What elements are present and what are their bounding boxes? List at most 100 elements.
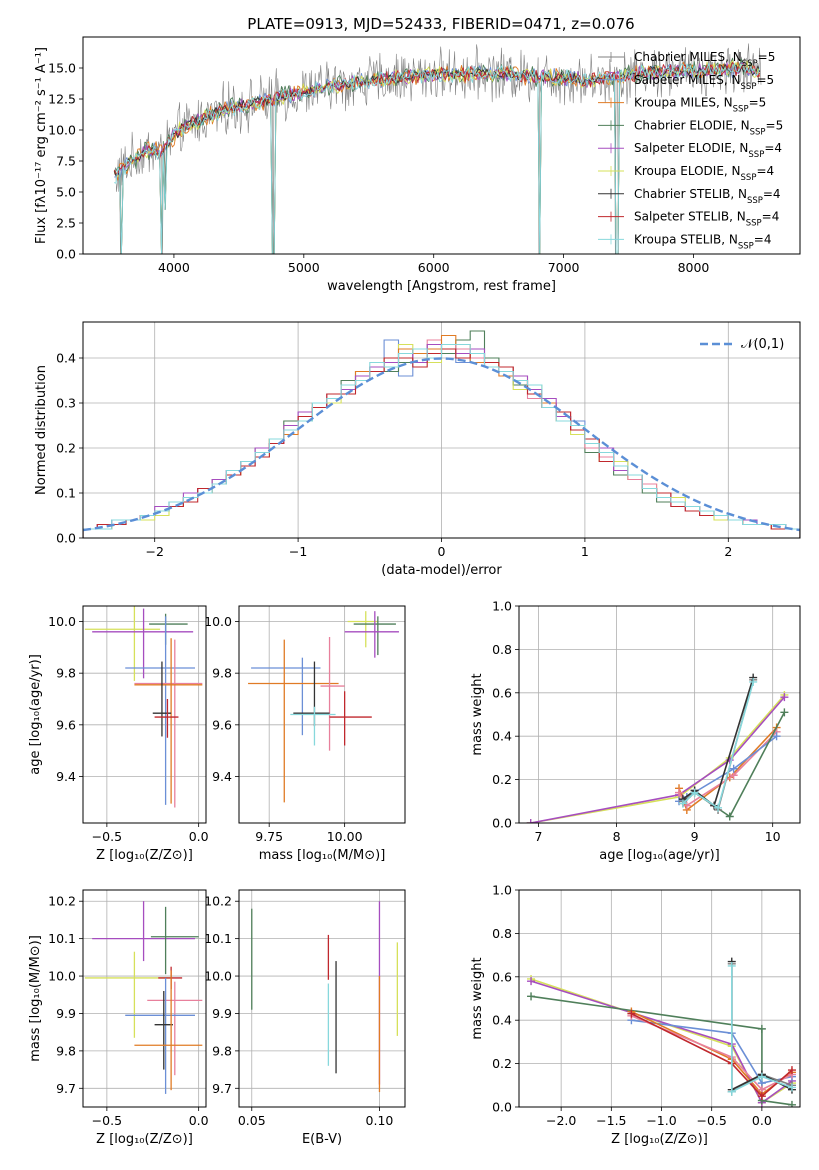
- x-tick-label: −1: [289, 544, 307, 559]
- y-tick-label: 10.0: [204, 614, 232, 629]
- y-tick-label: 0.2: [492, 1056, 512, 1071]
- x-tick-label: 0: [438, 544, 446, 559]
- y-tick-label: 10.0: [204, 969, 232, 984]
- x-tick-label: −1.5: [596, 1113, 626, 1128]
- x-axis-label: Z [log₁₀(Z/Z⊙)]: [96, 848, 193, 863]
- y-tick-label: 0.0: [492, 1100, 512, 1115]
- y-tick-label: 0.8: [492, 642, 512, 657]
- x-tick-label: −0.5: [92, 1113, 122, 1128]
- figure-title: PLATE=0913, MJD=52433, FIBERID=0471, z=0…: [247, 15, 634, 33]
- legend-value: =4: [763, 187, 781, 201]
- legend-value: =4: [764, 141, 782, 155]
- y-tick-label: 0.4: [56, 351, 76, 366]
- y-tick-label: 10.0: [48, 969, 76, 984]
- legend-value: =4: [754, 232, 772, 246]
- y-tick-label: 7.5: [56, 154, 76, 169]
- y-tick-label: 10.2: [204, 894, 232, 909]
- y-tick-label: 1.0: [492, 599, 512, 614]
- x-tick-label: 7: [535, 829, 543, 844]
- y-tick-label: 0.3: [56, 396, 76, 411]
- x-tick-label: 9.75: [255, 829, 283, 844]
- y-tick-label: 9.4: [56, 769, 76, 784]
- x-tick-label: 6000: [418, 260, 450, 275]
- y-axis-label: mass weight: [470, 957, 485, 1039]
- y-tick-label: 10.1: [48, 931, 76, 946]
- legend-entry: 𝒩(0,1): [741, 337, 784, 352]
- y-tick-label: 0.4: [492, 729, 512, 744]
- y-tick-label: 5.0: [56, 185, 76, 200]
- legend-value: =5: [758, 50, 776, 64]
- legend-subscript: SSP: [747, 196, 763, 206]
- x-tick-label: −2: [145, 544, 163, 559]
- x-axis-label: mass [log₁₀(M/M⊙)]: [259, 848, 386, 863]
- x-axis-label: Z [log₁₀(Z/Z⊙)]: [611, 1132, 708, 1147]
- legend-subscript: SSP: [750, 127, 766, 137]
- y-tick-label: 0.0: [56, 247, 76, 262]
- x-axis-label: (data-model)/error: [381, 563, 502, 578]
- y-tick-label: 0.4: [492, 1013, 512, 1028]
- x-axis-label: wavelength [Angstrom, rest frame]: [327, 279, 556, 294]
- y-tick-label: 10.2: [48, 894, 76, 909]
- y-tick-label: 9.7: [212, 1081, 232, 1096]
- y-tick-label: 9.6: [212, 717, 232, 732]
- legend-subscript: SSP: [746, 219, 762, 229]
- x-axis-label: Z [log₁₀(Z/Z⊙)]: [96, 1132, 193, 1147]
- x-tick-label: 5000: [288, 260, 320, 275]
- legend-value: =5: [749, 96, 767, 110]
- y-tick-label: 2.5: [56, 216, 76, 231]
- x-tick-label: 0.10: [366, 1113, 394, 1128]
- x-tick-label: 0.05: [238, 1113, 266, 1128]
- legend-subscript: SSP: [741, 82, 757, 92]
- y-axis-label: mass [log₁₀(M/M⊙)]: [28, 935, 43, 1062]
- x-tick-label: −2.0: [546, 1113, 576, 1128]
- legend-value: =4: [762, 210, 780, 224]
- legend-subscript: SSP: [742, 59, 758, 69]
- y-tick-label: 10.1: [204, 931, 232, 946]
- y-tick-label: 9.7: [56, 1081, 76, 1096]
- y-tick-label: 9.4: [212, 769, 232, 784]
- y-tick-label: 0.0: [492, 816, 512, 831]
- y-tick-label: 0.6: [492, 685, 512, 700]
- y-tick-label: 9.6: [56, 717, 76, 732]
- y-tick-label: 15.0: [48, 61, 76, 76]
- y-axis-label: age [log₁₀(age/yr)]: [28, 654, 43, 775]
- y-axis-label: Flux [fλ10⁻¹⁷ erg cm⁻² s⁻¹ A⁻¹]: [34, 47, 49, 244]
- y-tick-label: 9.8: [212, 666, 232, 681]
- legend-value: =4: [756, 164, 774, 178]
- x-tick-label: 0.0: [189, 1113, 209, 1128]
- y-tick-label: 9.9: [212, 1006, 232, 1021]
- x-tick-label: 10: [765, 829, 781, 844]
- legend-value: =5: [766, 118, 784, 132]
- x-tick-label: 8: [613, 829, 621, 844]
- x-axis-label: E(B-V): [302, 1132, 342, 1147]
- y-tick-label: 0.2: [492, 772, 512, 787]
- y-tick-label: 10.0: [48, 614, 76, 629]
- x-tick-label: −0.5: [92, 829, 122, 844]
- x-tick-label: −0.5: [697, 1113, 727, 1128]
- y-tick-label: 12.5: [48, 92, 76, 107]
- legend-value: =5: [756, 73, 774, 87]
- y-tick-label: 0.1: [56, 486, 76, 501]
- y-axis-label: mass weight: [470, 673, 485, 755]
- y-tick-label: 9.8: [56, 666, 76, 681]
- y-tick-label: 0.6: [492, 969, 512, 984]
- legend-subscript: SSP: [748, 150, 764, 160]
- y-tick-label: 10.0: [48, 123, 76, 138]
- legend-subscript: SSP: [733, 105, 749, 115]
- y-tick-label: 9.8: [56, 1043, 76, 1058]
- y-tick-label: 0.8: [492, 926, 512, 941]
- y-tick-label: 1.0: [492, 883, 512, 898]
- x-tick-label: 0.0: [752, 1113, 772, 1128]
- x-tick-label: 9: [691, 829, 699, 844]
- x-tick-label: 4000: [158, 260, 190, 275]
- y-axis-label: Normed distribution: [34, 365, 49, 495]
- y-tick-label: 0.0: [56, 531, 76, 546]
- y-tick-label: 0.2: [56, 441, 76, 456]
- x-tick-label: 7000: [548, 260, 580, 275]
- y-tick-label: 9.8: [212, 1043, 232, 1058]
- x-tick-label: 10.00: [327, 829, 363, 844]
- x-axis-label: age [log₁₀(age/yr)]: [599, 848, 720, 863]
- x-tick-label: 8000: [678, 260, 710, 275]
- y-tick-label: 9.9: [56, 1006, 76, 1021]
